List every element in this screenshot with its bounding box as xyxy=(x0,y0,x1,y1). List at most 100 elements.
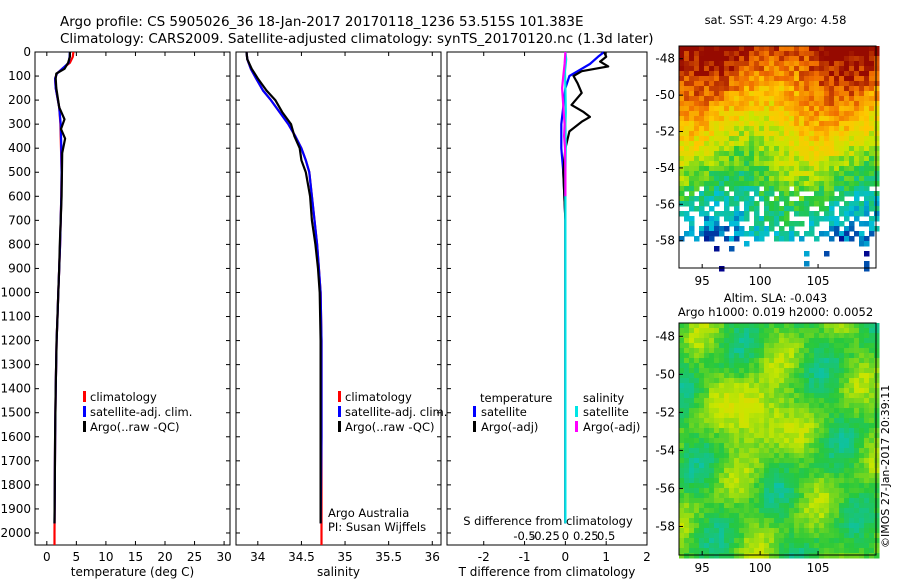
heatmap-cell xyxy=(869,166,875,172)
legend-label: Argo(..raw -QC) xyxy=(345,420,435,434)
heatmap-cell xyxy=(854,403,860,409)
heatmap-cell xyxy=(849,171,855,177)
heatmap-cell xyxy=(749,66,755,72)
heatmap-cell xyxy=(809,101,815,107)
heatmap-cell xyxy=(859,206,865,212)
heatmap-cell xyxy=(749,373,755,379)
heatmap-cell xyxy=(764,91,770,97)
heatmap-cell xyxy=(764,543,770,549)
heatmap-cell xyxy=(679,373,685,379)
heatmap-cell xyxy=(684,136,690,142)
heatmap-cell xyxy=(804,523,810,529)
heatmap-cell xyxy=(749,543,755,549)
heatmap-cell xyxy=(799,66,805,72)
heatmap-cell xyxy=(854,528,860,534)
heatmap-cell xyxy=(794,433,800,439)
heatmap-cell xyxy=(684,101,690,107)
heatmap-cell xyxy=(814,116,820,122)
heatmap-cell xyxy=(869,463,875,469)
heatmap-cell xyxy=(834,86,840,92)
heatmap-cell xyxy=(809,383,815,389)
heatmap-cell xyxy=(809,196,815,202)
heatmap-cell xyxy=(769,91,775,97)
heatmap-cell xyxy=(849,116,855,122)
heatmap-cell xyxy=(689,538,695,544)
heatmap-cell xyxy=(744,488,750,494)
heatmap-cell xyxy=(784,478,790,484)
x-tick-label: -1 xyxy=(519,550,531,564)
heatmap-cell xyxy=(799,236,805,242)
heatmap-cell xyxy=(804,368,810,374)
heatmap-cell xyxy=(779,196,785,202)
heatmap-cell xyxy=(734,236,740,242)
heatmap-cell xyxy=(699,418,705,424)
heatmap-cell xyxy=(739,146,745,152)
heatmap-cell xyxy=(704,171,710,177)
heatmap-cell xyxy=(859,353,865,359)
heatmap-cell xyxy=(854,478,860,484)
heatmap-cell xyxy=(714,91,720,97)
series-line-salinity-0 xyxy=(245,51,323,545)
heatmap-cell xyxy=(759,413,765,419)
heatmap-cell xyxy=(804,66,810,72)
heatmap-cell xyxy=(779,478,785,484)
heatmap-cell xyxy=(754,378,760,384)
heatmap-cell xyxy=(804,106,810,112)
heatmap-cell xyxy=(854,448,860,454)
heatmap-cell xyxy=(859,181,865,187)
heatmap-cell xyxy=(744,468,750,474)
heatmap-cell xyxy=(859,508,865,514)
heatmap-cell xyxy=(699,231,705,237)
heatmap-cell xyxy=(869,91,875,97)
heatmap-cell xyxy=(739,488,745,494)
heatmap-cell xyxy=(719,423,725,429)
heatmap-cell xyxy=(774,328,780,334)
heatmap-cell xyxy=(779,468,785,474)
heatmap-cell xyxy=(734,81,740,87)
heatmap-cell xyxy=(699,201,705,207)
heatmap-cell xyxy=(729,463,735,469)
heatmap-cell xyxy=(869,458,875,464)
heatmap-cell xyxy=(794,473,800,479)
heatmap-cell xyxy=(744,66,750,72)
heatmap-cell xyxy=(859,231,865,237)
heatmap-cell xyxy=(804,131,810,137)
heatmap-cell xyxy=(744,358,750,364)
heatmap-cell xyxy=(734,398,740,404)
heatmap-cell xyxy=(844,493,850,499)
heatmap-cell xyxy=(874,503,880,509)
heatmap-cell xyxy=(764,51,770,57)
heatmap-cell xyxy=(799,348,805,354)
heatmap-cell xyxy=(819,81,825,87)
heatmap-cell xyxy=(714,221,720,227)
heatmap-cell xyxy=(819,543,825,549)
top-tick-label: 0.25 xyxy=(573,529,599,543)
heatmap-cell xyxy=(814,433,820,439)
heatmap-cell xyxy=(754,166,760,172)
salinity-annotation: PI: Susan Wijffels xyxy=(328,520,426,534)
heatmap-cell xyxy=(824,553,830,559)
heatmap-cell xyxy=(719,368,725,374)
heatmap-cell xyxy=(719,46,725,52)
heatmap-cell xyxy=(754,131,760,137)
heatmap-cell xyxy=(854,206,860,212)
heatmap-cell xyxy=(859,121,865,127)
heatmap-cell xyxy=(754,478,760,484)
heatmap-cell xyxy=(824,343,830,349)
heatmap-cell xyxy=(754,66,760,72)
heatmap-cell xyxy=(859,408,865,414)
heatmap-cell xyxy=(844,403,850,409)
heatmap-cell xyxy=(824,443,830,449)
heatmap-cell xyxy=(854,368,860,374)
heatmap-cell xyxy=(749,338,755,344)
heatmap-cell xyxy=(739,373,745,379)
heatmap-cell xyxy=(834,141,840,147)
heatmap-cell xyxy=(804,51,810,57)
heatmap-cell xyxy=(739,543,745,549)
heatmap-cell xyxy=(679,101,685,107)
heatmap-cell xyxy=(694,86,700,92)
heatmap-cell xyxy=(829,403,835,409)
heatmap-cell xyxy=(844,463,850,469)
heatmap-cell xyxy=(759,548,765,554)
